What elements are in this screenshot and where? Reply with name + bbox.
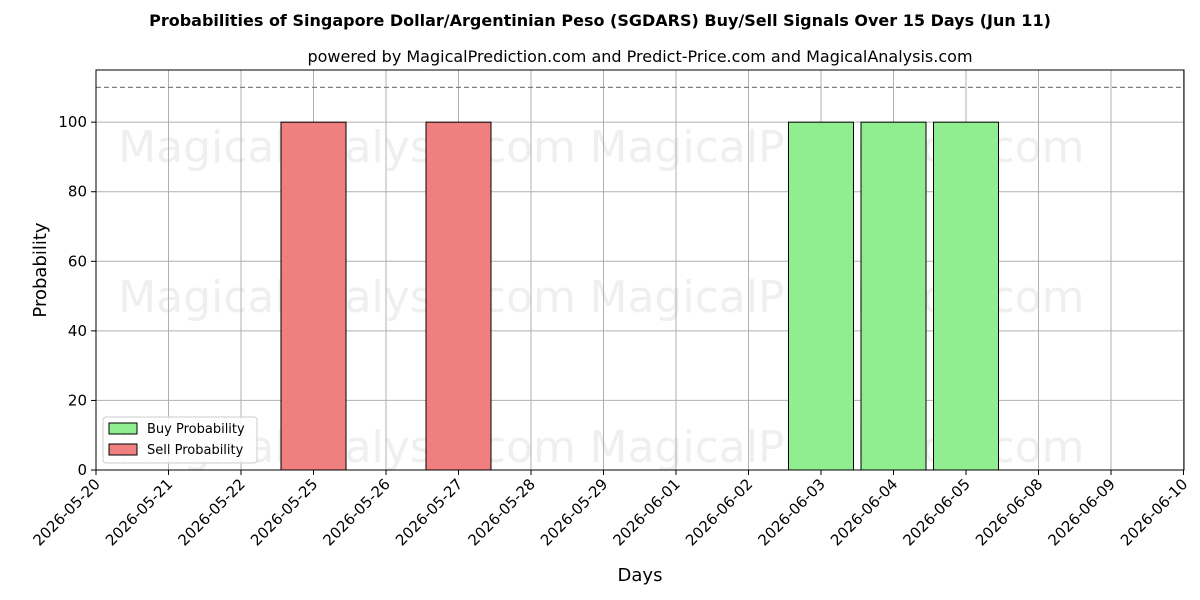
plot-frame (95, 69, 1185, 471)
x-tick-label: 2026-06-09 (1044, 475, 1118, 549)
y-tick-label: 80 (68, 183, 87, 201)
x-tick-label: 2026-06-04 (827, 475, 901, 549)
y-tick-label: 40 (68, 322, 87, 340)
x-axis-label: Days (618, 565, 663, 586)
x-tick-label: 2026-06-05 (899, 475, 973, 549)
x-tick-label: 2026-05-22 (174, 475, 248, 549)
x-tick-label: 2026-05-21 (102, 475, 176, 549)
y-tick-label: 20 (68, 391, 87, 409)
x-tick-label: 2026-05-25 (247, 475, 321, 549)
bar-layer (280, 121, 999, 471)
legend-label-buy: Buy Probability (147, 422, 245, 437)
x-tick-label: 2026-05-29 (537, 475, 611, 549)
buy-bar-2026-06-04 (860, 121, 927, 471)
legend: Buy Probability Sell Probability (102, 416, 258, 464)
y-axis-label: Probability (30, 222, 51, 317)
legend-label-sell: Sell Probability (147, 443, 244, 458)
x-tick-label: 2026-06-08 (972, 475, 1046, 549)
x-tick-label: 2026-06-03 (754, 475, 828, 549)
chart-subtitle: powered by MagicalPrediction.com and Pre… (307, 47, 972, 66)
watermark-text: MagicalAnalysis.com (118, 122, 576, 173)
x-axis-ticks: 2026-05-202026-05-212026-05-222026-05-25… (29, 470, 1191, 549)
watermark-text: MagicalAnalysis.com (118, 272, 576, 323)
x-tick-label: 2026-06-10 (1117, 475, 1191, 549)
sell-bar-2026-05-25 (280, 121, 347, 471)
y-tick-label: 0 (77, 461, 87, 479)
legend-swatch-sell (108, 443, 138, 456)
x-tick-label: 2026-06-02 (682, 475, 756, 549)
x-tick-label: 2026-05-27 (392, 475, 466, 549)
y-axis-ticks: 0 20 40 60 80 100 (58, 113, 96, 479)
chart-title: Probabilities of Singapore Dollar/Argent… (149, 11, 1051, 30)
x-tick-label: 2026-06-01 (609, 475, 683, 549)
x-tick-label: 2026-05-26 (319, 475, 393, 549)
y-tick-label: 60 (68, 252, 87, 270)
legend-box (102, 416, 258, 464)
y-tick-label: 100 (58, 113, 87, 131)
buy-bar-2026-06-03 (788, 121, 854, 471)
legend-swatch-buy (108, 422, 138, 435)
x-tick-label: 2026-05-20 (29, 475, 103, 549)
x-tick-label: 2026-05-28 (464, 475, 538, 549)
sell-bar-2026-05-27 (425, 121, 492, 471)
buy-bar-2026-06-05 (933, 121, 999, 471)
